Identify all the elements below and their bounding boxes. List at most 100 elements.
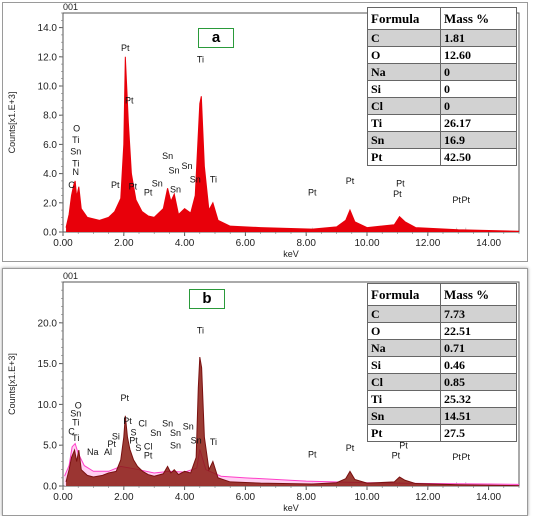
x-tick-label: 12.00 [415,238,440,249]
peak-label: Pt [396,179,405,189]
spectrum-id-label: 001 [63,271,78,281]
peak-label: Ti [72,158,79,168]
y-tick-label: 10.0 [38,400,58,411]
table-row: Ti 25.32 [367,390,517,408]
y-tick-label: 15.0 [38,359,58,370]
element-cell: Pt [367,148,441,166]
x-tick-label: 8.00 [296,492,316,503]
element-cell: Na [367,339,441,357]
mass-percent-cell: 0 [440,80,517,98]
peak-label: Pt [308,188,317,198]
y-tick-label: 2.0 [43,198,57,209]
peak-label: Pt [462,195,471,205]
x-tick-label: 4.00 [175,492,195,503]
element-cell: O [367,322,441,340]
table-row: Na 0.71 [367,339,517,357]
peak-label: Ti [197,55,204,65]
table-row: Si 0.46 [367,356,517,374]
peak-label: C [68,427,75,437]
y-tick-label: 14.0 [38,23,58,34]
element-cell: Pt [367,424,441,442]
mass-percent-cell: 42.50 [440,148,517,166]
y-tick-label: 4.0 [43,169,57,180]
spectrum-line [65,356,520,487]
peak-label: Pt [120,393,129,403]
spectrum-id-label: 001 [63,3,78,12]
x-tick-label: 2.00 [114,238,134,249]
mass-percent-cell: 0.85 [440,373,517,391]
spectrum-area [66,357,519,486]
peak-label: Sn [162,418,173,428]
y-tick-label: 12.0 [38,52,58,63]
mass-percent-cell: 1.81 [440,29,517,47]
table-header-cell: Formula [367,7,441,30]
peak-label: Pt [123,416,132,426]
x-tick-label: 10.00 [354,492,379,503]
element-cell: Sn [367,131,441,149]
peak-label: Ti [72,433,79,443]
peak-label: Pt [399,440,408,450]
peak-label: Sn [191,436,202,446]
x-axis-title: keV [283,249,299,259]
table-row: C 1.81 [367,29,517,47]
mass-percent-cell: 0.71 [440,339,517,357]
peak-label: Cl [144,441,153,451]
peak-label: Sn [70,409,81,419]
table-header-cell: Formula [367,283,441,306]
peak-label: Pt [308,449,317,459]
y-tick-label: 6.0 [43,140,57,151]
peak-label: O [75,400,82,410]
peak-label: O [73,123,80,133]
peak-label: Pt [144,450,153,460]
peak-label: C [68,180,75,190]
peak-label: Sn [170,428,181,438]
peak-label: Pt [107,439,116,449]
table-row: Cl 0.85 [367,373,517,391]
mass-percent-cell: 12.60 [440,46,517,64]
panel-label-a: a [198,28,234,48]
mass-percent-cell: 27.5 [440,424,517,442]
table-row: Ti 26.17 [367,114,517,132]
y-tick-label: 5.0 [43,441,57,452]
x-tick-label: 10.00 [354,238,379,249]
peak-label: Pt [129,182,138,192]
table-row: Pt 27.5 [367,424,517,442]
peak-label: S [135,443,141,453]
mass-percent-cell: 14.51 [440,407,517,425]
table-row: C 7.73 [367,305,517,323]
x-tick-label: 8.00 [296,238,316,249]
table-row: Sn 16.9 [367,131,517,149]
table-row: Sn 14.51 [367,407,517,425]
mass-percent-cell: 26.17 [440,114,517,132]
peak-label: Sn [152,179,163,189]
mass-percent-cell: 22.51 [440,322,517,340]
panel-a: 001 O Ti Sn Ti N C Pt Pt Pt Pt Pt Sn Sn Sn Sn Sn Sn Ti Ti Pt… [2,2,528,262]
x-tick-label: 4.00 [175,238,195,249]
x-tick-label: 12.00 [415,492,440,503]
element-cell: Na [367,63,441,81]
mass-percent-cell: 0 [440,97,517,115]
y-axis-title: Counts[x1.E+3] [7,92,17,154]
peak-label: Na [87,447,99,457]
peak-label: Sn [190,174,201,184]
peak-label: Sn [170,440,181,450]
peak-label: Sn [150,428,161,438]
element-cell: C [367,305,441,323]
peak-label: Pt [393,189,402,199]
peak-label: Pt [125,96,134,106]
peak-label: Ti [210,174,217,184]
panel-label-b: b [189,289,225,309]
composition-table-a: Formula Mass % C 1.81 O 12.60 Na 0 Si 0 Cl 0 Ti 26.17… [367,7,517,166]
element-cell: Cl [367,97,441,115]
element-cell: C [367,29,441,47]
element-cell: Ti [367,390,441,408]
x-tick-label: 2.00 [114,492,134,503]
peak-label: S [131,427,137,437]
table-header-cell: Mass % [440,7,517,30]
table-row: Na 0 [367,63,517,81]
mass-percent-cell: 0.46 [440,356,517,374]
peak-label: Al [104,447,112,457]
